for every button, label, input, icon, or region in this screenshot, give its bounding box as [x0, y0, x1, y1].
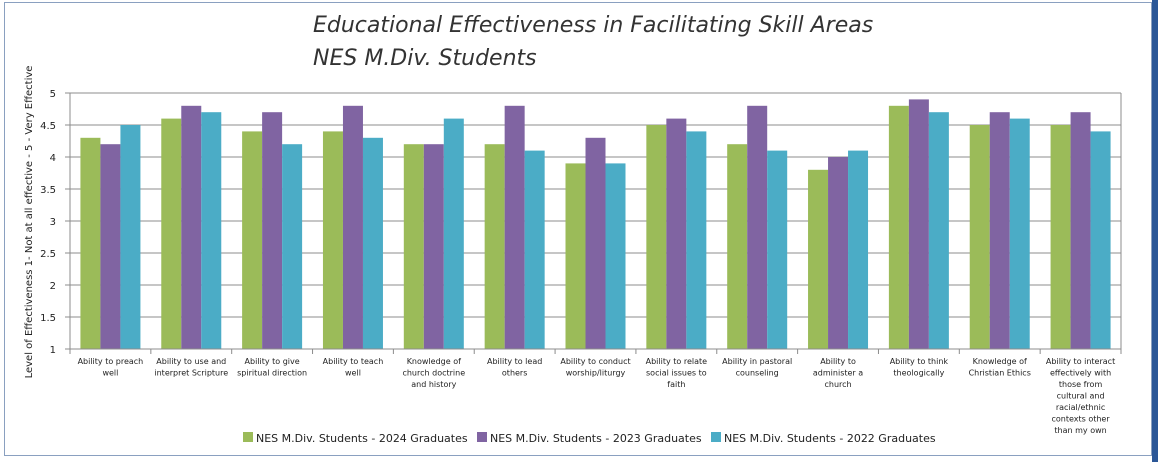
x-tick-label: Knowledge of Christian Ethics — [969, 357, 1031, 378]
bar — [1009, 118, 1030, 349]
bar — [484, 144, 505, 349]
y-tick-label: 5 — [50, 89, 56, 100]
x-tick-label: Ability to administer a church — [813, 357, 863, 389]
bar — [443, 118, 464, 349]
bar — [747, 105, 768, 349]
window-edge — [1152, 0, 1158, 462]
legend-swatch — [711, 432, 721, 442]
y-axis-ticks: 1 1.5 2 2.5 3 3.5 4 4.5 5 — [40, 89, 56, 356]
bar — [908, 99, 929, 350]
x-tick-label: Ability to use and interpret Scripture — [154, 357, 228, 378]
x-tick-label: Ability to teach well — [323, 357, 384, 378]
bar — [828, 157, 849, 349]
bar — [100, 144, 121, 349]
x-tick-label: Ability to lead others — [487, 357, 542, 378]
bar — [727, 144, 748, 349]
bar — [848, 150, 869, 349]
bar — [181, 105, 202, 349]
legend-swatch — [477, 432, 487, 442]
legend-label: NES M.Div. Students - 2024 Graduates — [256, 432, 468, 445]
bar — [161, 118, 182, 349]
bar — [686, 131, 707, 349]
bar — [524, 150, 545, 349]
chart-title-line-2: NES M.Div. Students — [313, 46, 537, 71]
bar — [646, 125, 667, 349]
legend-label: NES M.Div. Students - 2022 Graduates — [724, 432, 936, 445]
bar — [1050, 125, 1071, 349]
chart-title-line-1: Educational Effectiveness in Facilitatin… — [313, 13, 873, 38]
y-tick-label: 4.5 — [40, 121, 56, 132]
bar — [605, 163, 626, 349]
bar — [1090, 131, 1111, 349]
y-tick-label: 1 — [50, 345, 56, 356]
category-labels: Ability to preach well Ability to use and i… — [78, 357, 1116, 435]
bar — [585, 137, 606, 349]
y-tick-label: 2.5 — [40, 249, 56, 260]
bar — [322, 131, 343, 349]
bar — [242, 131, 263, 349]
y-tick-label: 1.5 — [40, 313, 56, 324]
chart-title: Educational Effectiveness in Facilitatin… — [313, 13, 873, 71]
x-tick-label: Ability to think theologically — [890, 357, 949, 378]
legend-swatch — [243, 432, 253, 442]
bar — [403, 144, 424, 349]
bar — [767, 150, 788, 349]
bar — [969, 125, 990, 349]
legend-item: NES M.Div. Students - 2024 Graduates — [243, 432, 468, 445]
bar — [362, 137, 383, 349]
bar — [666, 118, 687, 349]
axes — [65, 92, 1122, 354]
y-tick-label: 4 — [50, 153, 56, 164]
x-tick-label: Knowledge of church doctrine and history — [402, 357, 465, 389]
y-tick-label: 3 — [50, 217, 56, 228]
y-tick-label: 3.5 — [40, 185, 56, 196]
bar — [808, 169, 829, 349]
x-tick-label: Ability to interact effectively with those… — [1046, 357, 1115, 435]
x-tick-label: Ability to preach well — [78, 357, 144, 378]
bar — [80, 137, 101, 349]
x-tick-label: Ability to relate social issues to faith — [646, 357, 708, 389]
bar — [262, 112, 283, 349]
chart-frame — [4, 2, 1152, 456]
bar — [423, 144, 444, 349]
bar — [565, 163, 586, 349]
bar — [1070, 112, 1091, 349]
x-tick-label: Ability to give spiritual direction — [237, 357, 307, 378]
legend: NES M.Div. Students - 2024 Graduates NES … — [243, 432, 936, 445]
legend-label: NES M.Div. Students - 2023 Graduates — [490, 432, 702, 445]
bar — [342, 105, 363, 349]
x-tick-label: Ability to conduct worship/liturgy — [560, 357, 630, 378]
bar — [282, 144, 303, 349]
y-tick-label: 2 — [50, 281, 56, 292]
bar — [888, 105, 909, 349]
bar — [201, 112, 222, 349]
bar — [989, 112, 1010, 349]
legend-item: NES M.Div. Students - 2022 Graduates — [711, 432, 936, 445]
bars — [80, 99, 1111, 350]
x-tick-label: Ability in pastoral counseling — [722, 357, 792, 378]
bar — [928, 112, 949, 349]
legend-item: NES M.Div. Students - 2023 Graduates — [477, 432, 702, 445]
bar — [120, 125, 141, 349]
bar — [504, 105, 525, 349]
y-axis-label: Level of Effectiveness 1- Not at all eff… — [24, 66, 35, 379]
